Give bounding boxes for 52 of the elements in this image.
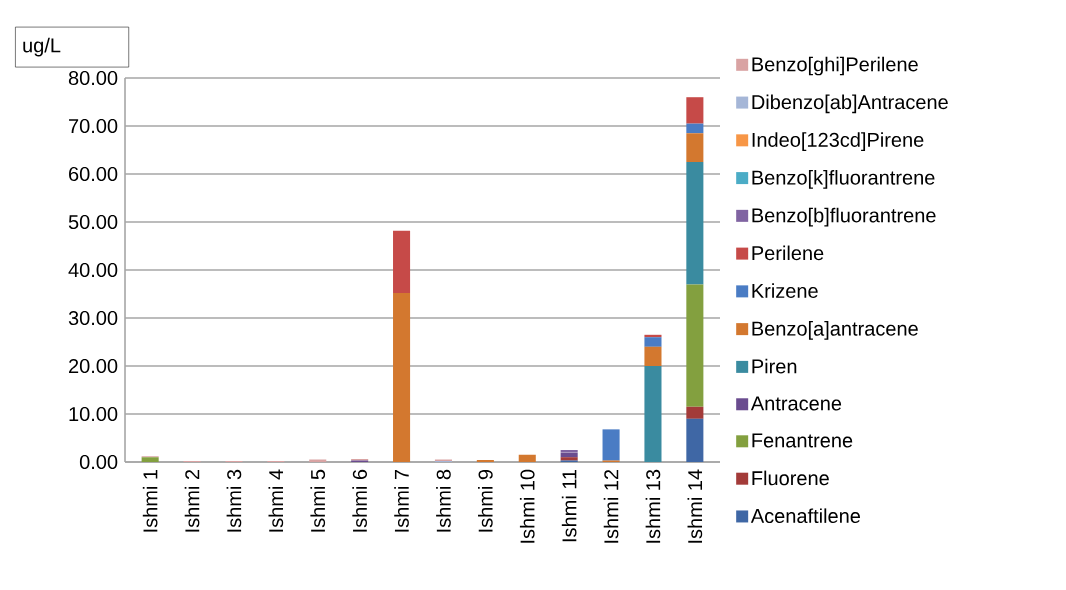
y-tick-label: 30.00 — [68, 310, 118, 326]
legend-label: Fluorene — [752, 470, 829, 486]
legend-label: Krizene — [752, 283, 818, 298]
x-tick-label: Ishmi 5 — [310, 469, 326, 532]
y-tick-label: 70.00 — [69, 118, 118, 134]
legend-label: Benzo[ghi]Perilene — [752, 56, 918, 76]
bar — [393, 230, 411, 294]
bar — [686, 123, 704, 134]
x-tick-label: Ishmi 11 — [561, 469, 577, 542]
x-tick-label: Ishmi 14 — [687, 469, 703, 543]
legend-label: Benzo[a]antracene — [752, 321, 918, 340]
legend-label: Perilene — [752, 245, 824, 261]
bar — [518, 454, 536, 462]
bar — [686, 133, 704, 163]
bar — [686, 97, 704, 124]
x-tick-label: Ishmi 9 — [478, 469, 493, 532]
y-tick-label: 40.00 — [68, 262, 118, 278]
x-tick-label: Ishmi 7 — [394, 469, 409, 532]
x-tick-label: Ishmi 8 — [436, 469, 451, 532]
legend-label: Acenaftilene — [750, 508, 861, 524]
y-tick-label: 80.00 — [68, 70, 118, 86]
y-tick-label: 50.00 — [68, 214, 118, 230]
bar — [644, 366, 662, 462]
y-tick-label: 20.00 — [69, 358, 118, 374]
y-axis-title: ug/L — [23, 37, 61, 57]
bar — [686, 284, 704, 407]
y-tick-label: 0.00 — [79, 454, 118, 470]
y-tick-label: 10.00 — [69, 406, 118, 422]
bar — [393, 293, 411, 462]
x-tick-label: Ishmi 12 — [603, 469, 619, 543]
legend-label: Piren — [752, 358, 797, 374]
x-tick-label: Ishmi 2 — [184, 469, 200, 532]
y-tick-label: 60.00 — [69, 166, 118, 182]
x-tick-label: Ishmi 1 — [142, 469, 158, 532]
bar — [644, 346, 662, 367]
bar — [602, 429, 620, 461]
x-tick-label: Ishmi 3 — [226, 469, 242, 532]
legend-label: Fenantrene — [752, 433, 853, 448]
bar — [686, 162, 704, 285]
bar — [686, 406, 704, 419]
legend-label: Benzo[k]fluorantrene — [752, 170, 935, 189]
x-tick-label: Ishmi 6 — [352, 469, 367, 532]
bar — [644, 337, 662, 347]
legend-label: Benzo[b]fluorantrene — [752, 207, 936, 227]
legend-label: Dibenzo[ab]Antracene — [752, 94, 948, 114]
bar — [141, 457, 159, 462]
x-tick-label: Ishmi 13 — [645, 469, 661, 543]
x-tick-label: Ishmi 10 — [519, 469, 535, 543]
legend-label: Antracene — [750, 396, 842, 411]
bar — [686, 418, 704, 462]
x-tick-label: Ishmi 4 — [268, 469, 284, 532]
legend-label: Indeo[123cd]Pirene — [752, 132, 924, 151]
